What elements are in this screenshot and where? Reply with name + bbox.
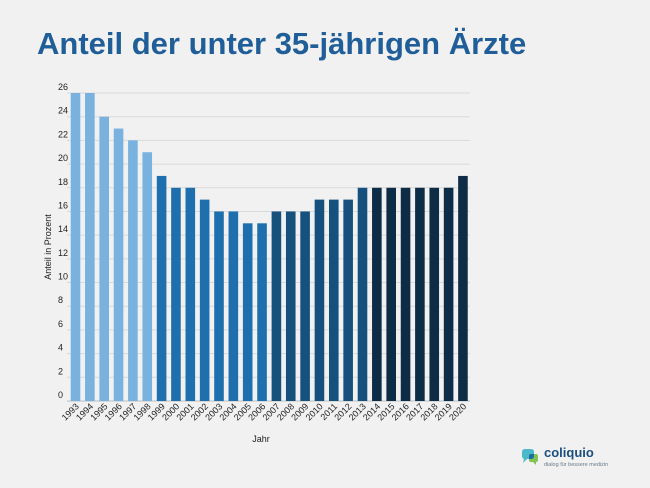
y-tick-label: 2 — [58, 366, 63, 376]
bar-2015 — [386, 187, 396, 401]
bar-2011 — [329, 199, 339, 401]
bar-1993 — [70, 93, 81, 401]
bar-2017 — [415, 187, 425, 401]
y-tick-label: 16 — [58, 200, 68, 210]
speech-bubble-logo-icon — [522, 449, 538, 465]
y-tick-label: 20 — [58, 153, 68, 163]
y-tick-label: 8 — [58, 295, 63, 305]
chart-title: Anteil der unter 35-jährigen Ärzte — [37, 26, 527, 61]
bar-2005 — [242, 223, 253, 401]
x-tick-label: 2020 — [447, 401, 468, 422]
x-axis-ticks: 1993199419951996199719981999200020012002… — [60, 401, 469, 422]
bar-2007 — [271, 211, 282, 401]
bar-2004 — [228, 211, 239, 401]
bar-2012 — [343, 199, 353, 401]
y-tick-label: 0 — [58, 390, 63, 400]
bar-2020 — [458, 175, 468, 401]
bar-1999 — [156, 175, 167, 401]
y-tick-label: 26 — [58, 82, 68, 92]
bar-2018 — [429, 187, 440, 401]
coliquio-logo: coliquio dialog für bessere medizin — [520, 445, 640, 475]
bar-2000 — [171, 187, 181, 401]
bar-1997 — [128, 140, 138, 401]
y-tick-label: 10 — [58, 272, 68, 282]
bar-2003 — [214, 211, 224, 401]
y-tick-label: 6 — [58, 319, 63, 329]
y-tick-label: 14 — [58, 224, 68, 234]
bars — [70, 93, 468, 402]
y-axis-label: Anteil in Prozent — [43, 214, 53, 280]
bar-1994 — [85, 93, 95, 401]
bar-2019 — [443, 187, 454, 401]
y-tick-label: 24 — [58, 106, 68, 116]
bar-2013 — [357, 187, 368, 401]
bar-2006 — [257, 223, 267, 401]
bar-1996 — [113, 128, 124, 402]
x-axis-label: Jahr — [252, 434, 270, 444]
bar-1995 — [99, 116, 109, 401]
bar-2014 — [372, 187, 382, 401]
bar-1998 — [142, 152, 153, 401]
bar-2010 — [314, 199, 325, 401]
bar-2009 — [300, 211, 310, 401]
logo-tagline: dialog für bessere medizin — [544, 462, 609, 468]
y-tick-label: 4 — [58, 343, 63, 353]
bar-2016 — [400, 187, 411, 401]
y-tick-label: 12 — [58, 248, 68, 258]
bar-2002 — [199, 199, 210, 401]
bar-2001 — [185, 187, 196, 401]
y-tick-label: 22 — [58, 129, 68, 139]
logo-wordmark: coliquio — [544, 445, 594, 460]
y-tick-label: 18 — [58, 177, 68, 187]
bar-2008 — [285, 211, 296, 401]
